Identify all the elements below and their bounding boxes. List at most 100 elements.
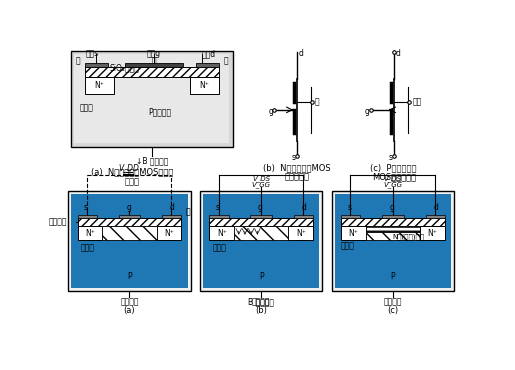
Text: V_GG: V_GG [384, 181, 403, 188]
Text: V_GG: V_GG [252, 181, 271, 188]
Text: 衬底: 衬底 [413, 98, 422, 107]
Text: 耗尽层: 耗尽层 [79, 104, 93, 113]
Bar [250, 215, 272, 218]
Bar [84, 77, 114, 94]
Text: P: P [127, 272, 132, 282]
Text: g: g [258, 203, 263, 212]
Text: (b)  N沟道增强型MOS: (b) N沟道增强型MOS [263, 163, 331, 172]
Bar [234, 226, 288, 240]
Text: 耗尽层: 耗尽层 [212, 243, 226, 252]
Text: d: d [433, 203, 438, 212]
Bar [366, 232, 420, 240]
Text: N⁺: N⁺ [164, 229, 174, 238]
Text: 耗尽层: 耗尽层 [81, 243, 95, 252]
Text: N⁺: N⁺ [200, 81, 210, 90]
Bar [203, 194, 319, 288]
Text: V_DD: V_DD [118, 163, 139, 172]
Bar [341, 226, 366, 240]
Text: (c): (c) [387, 306, 399, 315]
Bar [341, 215, 360, 218]
Text: (c)  P沟道增强型: (c) P沟道增强型 [370, 163, 417, 172]
Bar [162, 215, 181, 218]
Text: s: s [348, 203, 352, 212]
Bar [209, 226, 234, 240]
Bar [78, 215, 97, 218]
Text: (b): (b) [255, 306, 267, 315]
Bar [425, 215, 445, 218]
Text: g: g [365, 107, 370, 116]
Text: N型(感生)沟道: N型(感生)沟道 [392, 233, 424, 240]
Text: (a): (a) [124, 306, 135, 315]
Text: s: s [389, 153, 392, 162]
Bar [420, 226, 445, 240]
Bar [84, 67, 219, 77]
Text: d: d [169, 203, 175, 212]
Text: d: d [298, 49, 303, 58]
Text: MOS管代表符号: MOS管代表符号 [372, 172, 416, 181]
Text: d: d [301, 203, 306, 212]
Text: 衬: 衬 [315, 98, 319, 107]
Bar [209, 218, 313, 226]
Text: 栅极g: 栅极g [146, 49, 161, 58]
Bar [366, 226, 420, 232]
Bar [335, 194, 451, 288]
Text: 源极s: 源极s [85, 49, 99, 58]
Bar [118, 215, 140, 218]
Bar [288, 226, 313, 240]
Text: s: s [292, 153, 296, 162]
Text: g: g [269, 107, 274, 116]
Bar [78, 226, 102, 240]
Bar [102, 226, 157, 240]
Text: (a)  N沟道增强型MOS管结构: (a) N沟道增强型MOS管结构 [91, 168, 174, 177]
Bar [84, 63, 108, 67]
Bar [157, 226, 181, 240]
Bar [382, 215, 404, 218]
Text: 衬底引线: 衬底引线 [252, 297, 270, 306]
Bar [75, 54, 230, 143]
Text: N⁺: N⁺ [217, 229, 227, 238]
Bar [203, 194, 319, 288]
Text: N⁺: N⁺ [349, 229, 358, 238]
Text: B 衬底引线: B 衬底引线 [248, 297, 274, 306]
Bar [209, 215, 229, 218]
Text: N⁺: N⁺ [427, 229, 437, 238]
Bar [335, 194, 451, 288]
Text: 二氧化硅: 二氧化硅 [48, 218, 67, 227]
Text: P型硅衬底: P型硅衬底 [148, 108, 171, 117]
Text: s: s [216, 203, 220, 212]
Text: 铝: 铝 [151, 57, 156, 66]
Bar [190, 77, 219, 94]
Text: g: g [390, 203, 394, 212]
Text: s: s [84, 203, 88, 212]
Bar [78, 218, 181, 226]
Bar [72, 194, 187, 288]
Text: g: g [126, 203, 131, 212]
Text: d: d [395, 49, 400, 58]
Text: 铝: 铝 [224, 57, 228, 66]
Bar [196, 63, 219, 67]
Text: 漏极d: 漏极d [201, 49, 216, 58]
Text: N⁺: N⁺ [85, 229, 95, 238]
Text: 铝: 铝 [76, 57, 81, 66]
Text: 示意图: 示意图 [125, 177, 140, 186]
Bar [72, 194, 187, 288]
Text: 铝: 铝 [186, 208, 191, 217]
Text: P: P [391, 272, 396, 282]
Bar [71, 51, 233, 147]
Text: V_DS: V_DS [252, 175, 270, 182]
Bar [200, 191, 322, 291]
Text: N⁺: N⁺ [94, 81, 104, 90]
Bar [125, 63, 183, 67]
Bar [332, 191, 454, 291]
Bar [341, 218, 445, 226]
Bar [294, 215, 313, 218]
Text: 衬底引线: 衬底引线 [384, 297, 402, 306]
Bar [68, 191, 191, 291]
Text: ↓B 衬底引脚: ↓B 衬底引脚 [136, 156, 168, 165]
Text: 衬底引线: 衬底引线 [120, 297, 139, 306]
Text: V_DS: V_DS [384, 175, 402, 182]
Text: 耗尽层: 耗尽层 [340, 242, 354, 250]
Text: P: P [259, 272, 264, 282]
Text: SiO₂绝缘层: SiO₂绝缘层 [109, 63, 139, 72]
Text: 管代表符号: 管代表符号 [284, 172, 310, 181]
